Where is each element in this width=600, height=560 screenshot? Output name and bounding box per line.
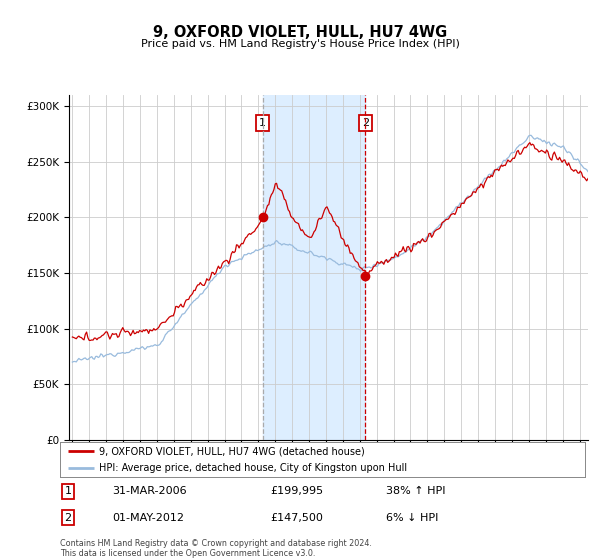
Text: 2: 2 [64,513,71,523]
Bar [263,95,365,440]
Text: £147,500: £147,500 [270,513,323,523]
Text: Contains HM Land Registry data © Crown copyright and database right 2024.
This d: Contains HM Land Registry data © Crown c… [60,539,372,558]
Text: 31-MAR-2006: 31-MAR-2006 [113,486,187,496]
Text: 1: 1 [64,486,71,496]
Text: 1: 1 [259,118,266,128]
Text: 01-MAY-2012: 01-MAY-2012 [113,513,185,523]
Text: 6% ↓ HPI: 6% ↓ HPI [386,513,438,523]
Text: Price paid vs. HM Land Registry's House Price Index (HPI): Price paid vs. HM Land Registry's House … [140,39,460,49]
Text: HPI: Average price, detached house, City of Kingston upon Hull: HPI: Average price, detached house, City… [100,464,407,473]
Text: £199,995: £199,995 [270,486,323,496]
Text: 2: 2 [362,118,369,128]
Text: 9, OXFORD VIOLET, HULL, HU7 4WG: 9, OXFORD VIOLET, HULL, HU7 4WG [153,25,447,40]
Text: 38% ↑ HPI: 38% ↑ HPI [386,486,445,496]
Text: 9, OXFORD VIOLET, HULL, HU7 4WG (detached house): 9, OXFORD VIOLET, HULL, HU7 4WG (detache… [100,446,365,456]
